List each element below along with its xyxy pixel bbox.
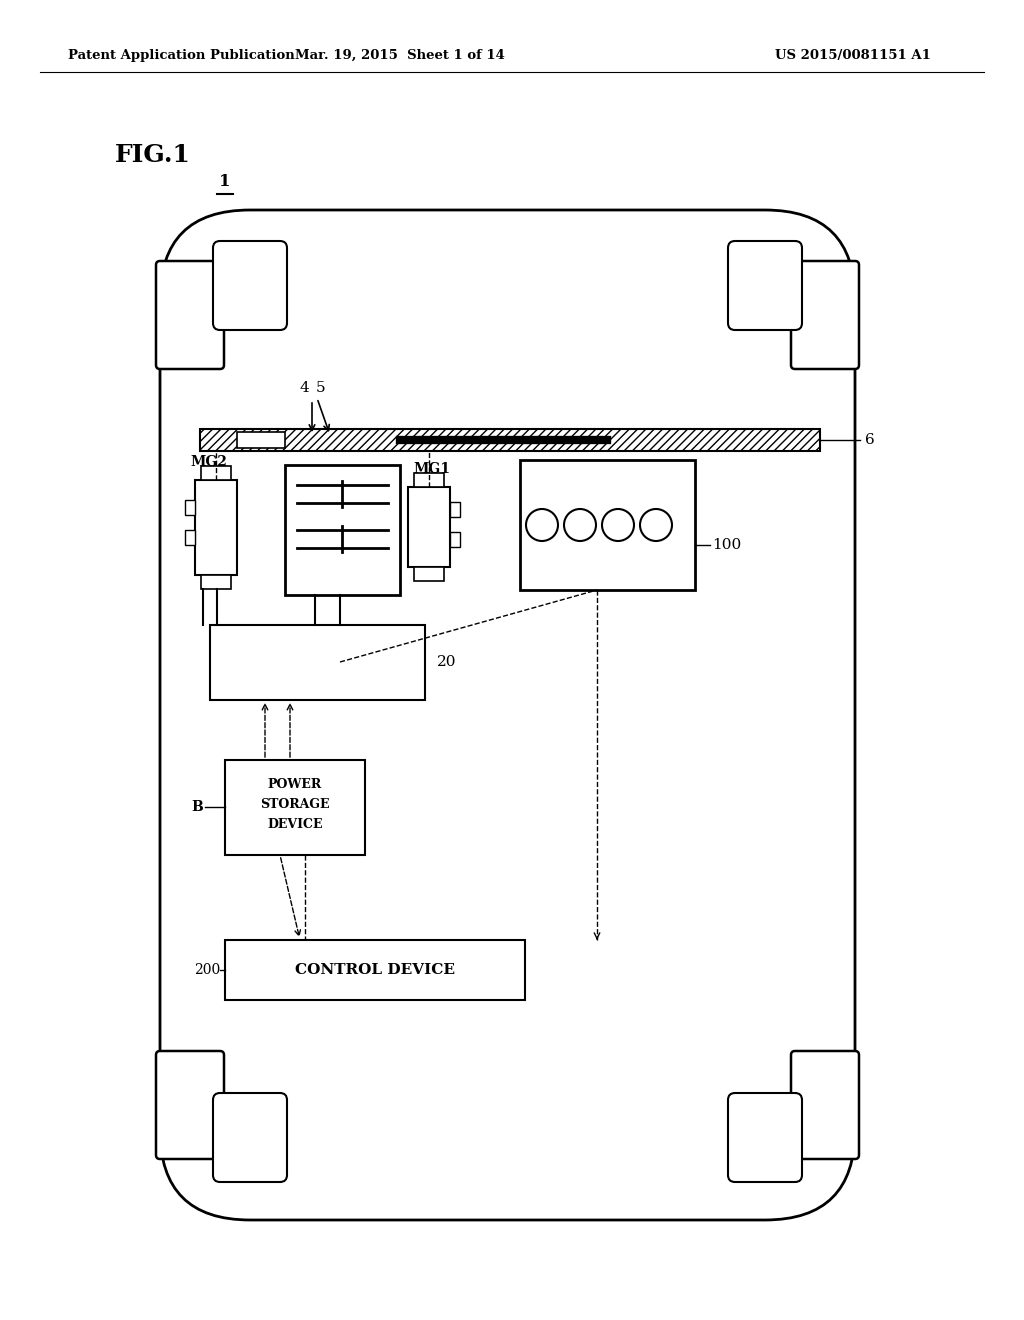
Circle shape [564,510,596,541]
Bar [185,531,195,545]
Bar [185,500,195,515]
FancyBboxPatch shape [156,1051,224,1159]
Text: Mar. 19, 2015  Sheet 1 of 14: Mar. 19, 2015 Sheet 1 of 14 [295,49,505,62]
Bar [408,487,450,568]
Text: POWER: POWER [268,779,323,792]
Text: 4: 4 [300,381,309,395]
Text: 1: 1 [219,173,230,190]
Text: STORAGE: STORAGE [260,799,330,812]
FancyBboxPatch shape [156,261,224,370]
Bar [201,576,231,589]
Text: MG1: MG1 [413,462,450,477]
Text: MG2: MG2 [190,455,227,469]
Text: 200: 200 [194,964,220,977]
Bar [201,466,231,480]
Text: 5: 5 [316,381,326,395]
Bar [520,459,695,590]
Bar [450,532,460,546]
Text: US 2015/0081151 A1: US 2015/0081151 A1 [775,49,931,62]
FancyBboxPatch shape [728,1093,802,1181]
FancyBboxPatch shape [213,242,287,330]
Text: FIG.1: FIG.1 [115,143,190,168]
FancyBboxPatch shape [791,1051,859,1159]
Text: DEVICE: DEVICE [267,818,323,832]
Text: Patent Application Publication: Patent Application Publication [68,49,295,62]
Bar [414,568,444,581]
Bar [237,432,285,447]
FancyBboxPatch shape [728,242,802,330]
Bar [195,480,237,576]
Bar [225,760,365,855]
Bar [210,624,425,700]
Text: CONTROL DEVICE: CONTROL DEVICE [295,964,455,977]
Text: 6: 6 [865,433,874,447]
Text: B: B [191,800,203,814]
Circle shape [640,510,672,541]
FancyBboxPatch shape [160,210,855,1220]
FancyBboxPatch shape [791,261,859,370]
Circle shape [602,510,634,541]
Bar [414,473,444,487]
Bar [200,429,820,451]
Text: 20: 20 [437,655,457,669]
Text: 100: 100 [712,539,741,552]
FancyBboxPatch shape [213,1093,287,1181]
Circle shape [526,510,558,541]
Bar [285,465,400,595]
Bar [450,502,460,517]
Bar [225,940,525,1001]
